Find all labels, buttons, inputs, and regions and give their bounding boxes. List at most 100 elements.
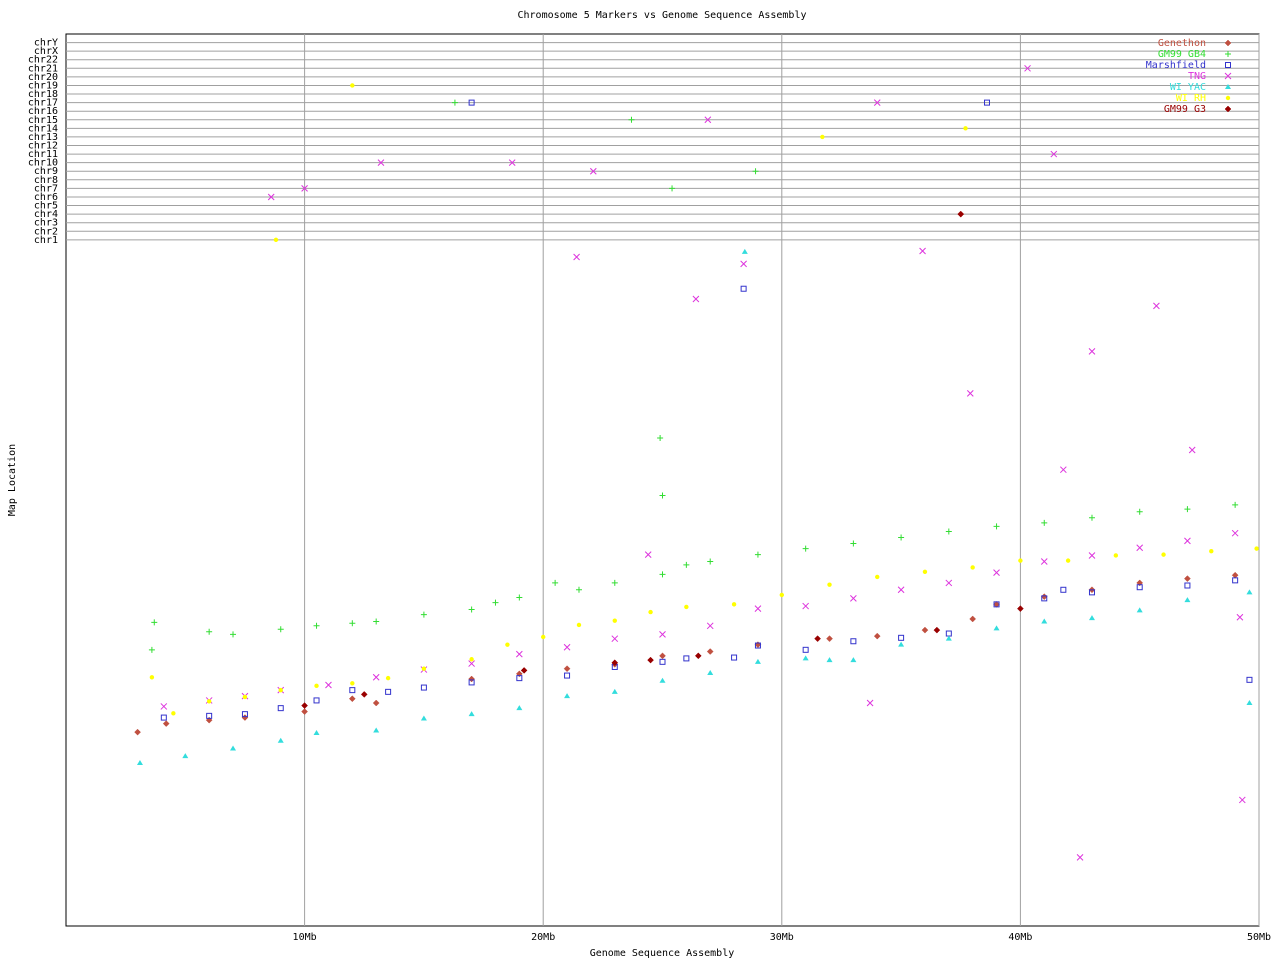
marker-cross [611,635,619,643]
marker-plus [1184,506,1191,513]
marker-cross [1024,64,1031,72]
legend-marker [1225,84,1231,89]
marker-square [313,697,320,704]
marker-cross [740,260,747,268]
marker-plus [313,622,320,629]
marker-diamond [873,632,881,640]
marker-plus [230,631,237,638]
marker-plus [451,99,458,106]
legend-label: Genethon [1158,38,1206,49]
marker-square [277,705,284,712]
marker-circle [421,666,427,671]
marker-cross [644,551,652,558]
marker-cross [1050,150,1058,158]
marker-diamond [921,626,929,634]
marker-square [160,714,167,721]
marker-cross [866,699,874,707]
marker-plus [1088,514,1095,521]
marker-circle [684,604,689,610]
y-tick-label: chr8 [34,175,58,186]
marker-plus [151,619,158,626]
marker-triangle [516,705,523,711]
y-tick-label: chr13 [28,132,58,143]
marker-circle [1254,546,1259,551]
marker-circle [820,134,825,140]
marker-plus [659,571,666,578]
marker-plus [148,646,155,653]
marker-plus [1232,501,1239,508]
marker-cross [267,193,275,201]
marker-cross [704,116,712,124]
marker-diamond [694,652,702,660]
marker-plus [657,434,664,441]
marker-square [993,601,1000,608]
marker-diamond [611,659,619,667]
marker-square [802,646,809,653]
marker-diamond [372,699,380,707]
marker-triangle [468,711,475,717]
marker-triangle [611,688,618,694]
marker-diamond [360,691,368,698]
marker-square [945,630,952,637]
marker-plus [349,620,356,627]
legend-marker [1225,95,1231,101]
marker-cross [573,253,580,261]
legend-label: GM99 G3 [1164,104,1206,115]
marker-triangle [1088,615,1095,621]
marker-triangle [230,745,237,751]
marker-plus [552,579,559,586]
marker-diamond [957,210,965,218]
marker-square [516,675,523,682]
marker-triangle [993,625,1000,631]
marker-cross [1088,552,1096,559]
marker-triangle [945,635,952,641]
marker-triangle [1136,607,1143,613]
marker-cross [301,185,308,192]
marker-cross [659,631,666,638]
marker-circle [648,609,653,615]
x-tick-label: 30Mb [770,932,794,943]
marker-cross [325,681,332,689]
x-axis-label: Genome Sequence Assembly [590,948,735,959]
marker-cross [1040,558,1048,565]
marker-triangle [136,760,143,766]
marker-square [898,634,905,641]
marker-circle [278,687,283,693]
marker-circle [469,657,474,662]
marker-triangle [1246,700,1253,705]
marker-cross [468,660,475,667]
marker-diamond [1017,605,1024,613]
y-tick-label: chr17 [28,98,58,109]
marker-triangle [1041,618,1048,624]
y-tick-label: chr15 [28,115,58,126]
marker-diamond [814,635,821,643]
marker-triangle [659,677,666,683]
marker-cross [1238,796,1246,804]
marker-diamond [520,667,528,674]
marker-plus [898,534,905,541]
marker-triangle [754,658,761,664]
marker-cross [1231,529,1239,537]
marker-diamond [468,675,475,683]
y-tick-label: chr11 [28,149,58,160]
legend-label: WI YAC [1170,82,1206,93]
marker-square [740,285,747,292]
legend-marker [1224,105,1232,113]
legend-label: GM99 GB4 [1158,49,1206,60]
plot-frame [65,33,1260,927]
marker-plus [277,626,284,633]
y-tick-label: chr20 [28,72,58,83]
marker-circle [541,634,546,640]
marker-cross [508,159,516,167]
marker-diamond [162,720,170,727]
marker-triangle [182,753,189,759]
y-tick-label: chr9 [34,166,58,177]
y-tick-label: chr4 [34,209,58,220]
marker-circle [171,711,176,716]
y-tick-label: chr12 [28,141,58,152]
marker-cross [1059,466,1067,474]
marker-circle [1113,553,1119,558]
marker-circle [1018,558,1023,563]
marker-square [349,687,356,694]
marker-plus [628,116,635,123]
